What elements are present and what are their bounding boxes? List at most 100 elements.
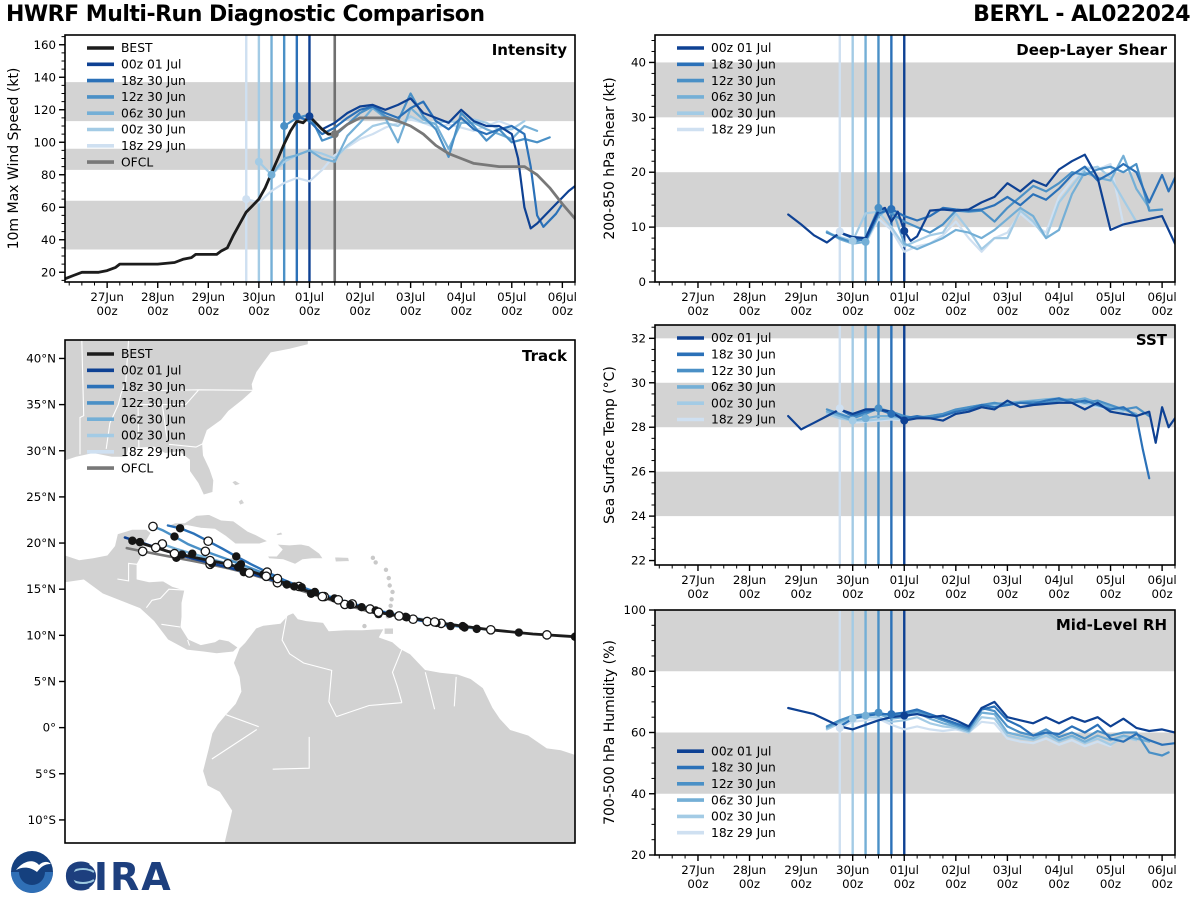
svg-text:00z: 00z	[997, 304, 1018, 318]
svg-text:06z 30 Jun: 06z 30 Jun	[711, 90, 776, 104]
svg-text:80: 80	[631, 664, 646, 678]
svg-text:24: 24	[631, 509, 646, 523]
svg-text:20: 20	[631, 165, 646, 179]
svg-text:40: 40	[41, 233, 56, 247]
svg-text:00z: 00z	[945, 304, 966, 318]
svg-text:00z: 00z	[1100, 877, 1121, 891]
svg-text:12z 30 Jun: 12z 30 Jun	[711, 74, 776, 88]
svg-text:0°: 0°	[43, 721, 56, 735]
svg-text:27Jun: 27Jun	[90, 290, 123, 304]
svg-text:100: 100	[33, 135, 56, 149]
svg-text:01Jul: 01Jul	[890, 573, 919, 587]
svg-text:27Jun: 27Jun	[681, 573, 714, 587]
svg-text:30°N: 30°N	[26, 444, 56, 458]
svg-text:OFCL: OFCL	[121, 155, 153, 169]
svg-text:00z: 00z	[997, 587, 1018, 601]
svg-text:00z: 00z	[1100, 304, 1121, 318]
svg-text:00z: 00z	[552, 304, 573, 318]
svg-text:00z: 00z	[1048, 587, 1069, 601]
svg-text:18z 29 Jun: 18z 29 Jun	[711, 826, 776, 840]
noaa-logo-icon	[11, 851, 53, 893]
svg-text:27Jun: 27Jun	[681, 863, 714, 877]
svg-text:10m Max Wind Speed (kt): 10m Max Wind Speed (kt)	[6, 68, 22, 250]
footer-logos: CIRA	[8, 846, 228, 899]
storm-title: BERYL - AL022024	[973, 2, 1190, 27]
svg-text:30Jun: 30Jun	[836, 863, 869, 877]
svg-text:26: 26	[631, 465, 646, 479]
svg-text:06Jul: 06Jul	[1147, 290, 1176, 304]
svg-text:00z: 00z	[198, 304, 219, 318]
svg-text:00z: 00z	[739, 304, 760, 318]
svg-text:700-500 hPa Humidity (%): 700-500 hPa Humidity (%)	[602, 640, 618, 825]
svg-text:30Jun: 30Jun	[836, 290, 869, 304]
svg-text:BEST: BEST	[121, 347, 153, 361]
svg-text:05Jul: 05Jul	[1096, 863, 1125, 877]
svg-text:20°N: 20°N	[26, 536, 56, 550]
svg-text:04Jul: 04Jul	[1044, 573, 1073, 587]
svg-text:00z: 00z	[894, 587, 915, 601]
svg-text:200-850 hPa Shear (kt): 200-850 hPa Shear (kt)	[602, 77, 618, 239]
svg-text:12z 30 Jun: 12z 30 Jun	[711, 364, 776, 378]
svg-text:01Jul: 01Jul	[890, 863, 919, 877]
svg-text:06Jul: 06Jul	[548, 290, 577, 304]
svg-text:28Jun: 28Jun	[733, 573, 766, 587]
svg-text:06Jul: 06Jul	[1147, 573, 1176, 587]
svg-text:18z 29 Jun: 18z 29 Jun	[121, 139, 186, 153]
svg-text:10°N: 10°N	[26, 628, 56, 642]
svg-text:Track: Track	[522, 347, 568, 365]
svg-text:15°N: 15°N	[26, 582, 56, 596]
svg-text:04Jul: 04Jul	[1044, 863, 1073, 877]
svg-text:00z: 00z	[1151, 877, 1172, 891]
svg-text:5°S: 5°S	[35, 767, 56, 781]
svg-text:00z 01 Jul: 00z 01 Jul	[711, 41, 771, 55]
svg-text:12z 30 Jun: 12z 30 Jun	[121, 396, 186, 410]
svg-text:06Jul: 06Jul	[1147, 863, 1176, 877]
svg-text:20: 20	[41, 265, 56, 279]
svg-text:18z 30 Jun: 18z 30 Jun	[121, 380, 186, 394]
svg-text:06z 30 Jun: 06z 30 Jun	[121, 412, 186, 426]
svg-text:25°N: 25°N	[26, 490, 56, 504]
svg-text:00z 30 Jun: 00z 30 Jun	[711, 396, 776, 410]
svg-text:00z: 00z	[842, 587, 863, 601]
svg-text:03Jul: 03Jul	[993, 290, 1022, 304]
svg-text:100: 100	[623, 603, 646, 617]
svg-text:00z: 00z	[791, 304, 812, 318]
svg-text:00z: 00z	[894, 304, 915, 318]
svg-text:29Jun: 29Jun	[784, 573, 817, 587]
svg-text:18z 29 Jun: 18z 29 Jun	[711, 413, 776, 427]
svg-text:00z: 00z	[147, 304, 168, 318]
svg-text:5°N: 5°N	[34, 674, 56, 688]
svg-text:00z: 00z	[894, 877, 915, 891]
svg-text:Mid-Level RH: Mid-Level RH	[1056, 616, 1167, 634]
svg-text:05Jul: 05Jul	[1096, 573, 1125, 587]
svg-text:01Jul: 01Jul	[890, 290, 919, 304]
svg-text:29Jun: 29Jun	[784, 863, 817, 877]
svg-text:32: 32	[631, 331, 646, 345]
svg-text:00z: 00z	[791, 587, 812, 601]
svg-text:00z: 00z	[97, 304, 118, 318]
svg-text:00z: 00z	[248, 304, 269, 318]
svg-text:01Jul: 01Jul	[295, 290, 324, 304]
svg-text:05Jul: 05Jul	[1096, 290, 1125, 304]
svg-text:00z: 00z	[791, 877, 812, 891]
svg-text:18z 29 Jun: 18z 29 Jun	[121, 445, 186, 459]
svg-text:06z 30 Jun: 06z 30 Jun	[121, 106, 186, 120]
svg-text:120: 120	[33, 103, 56, 117]
intensity-chart: 2040608010012014016027Jun00z28Jun00z29Ju…	[6, 34, 577, 318]
svg-text:80: 80	[41, 168, 56, 182]
svg-text:30: 30	[631, 376, 646, 390]
svg-text:18z 30 Jun: 18z 30 Jun	[711, 58, 776, 72]
mid-level-rh-chart: 2040608010027Jun00z28Jun00z29Jun00z30Jun…	[602, 603, 1177, 891]
svg-text:12z 30 Jun: 12z 30 Jun	[121, 90, 186, 104]
svg-text:06z 30 Jun: 06z 30 Jun	[711, 380, 776, 394]
svg-text:28Jun: 28Jun	[733, 863, 766, 877]
svg-text:03Jul: 03Jul	[993, 863, 1022, 877]
svg-text:SST: SST	[1136, 331, 1168, 349]
svg-text:00z: 00z	[739, 877, 760, 891]
svg-text:00z: 00z	[945, 877, 966, 891]
svg-text:60: 60	[41, 200, 56, 214]
sst-chart: 22242628303227Jun00z28Jun00z29Jun00z30Ju…	[602, 324, 1177, 601]
svg-text:29Jun: 29Jun	[192, 290, 225, 304]
page-title: HWRF Multi-Run Diagnostic Comparison	[6, 2, 485, 27]
svg-text:0: 0	[638, 275, 646, 289]
